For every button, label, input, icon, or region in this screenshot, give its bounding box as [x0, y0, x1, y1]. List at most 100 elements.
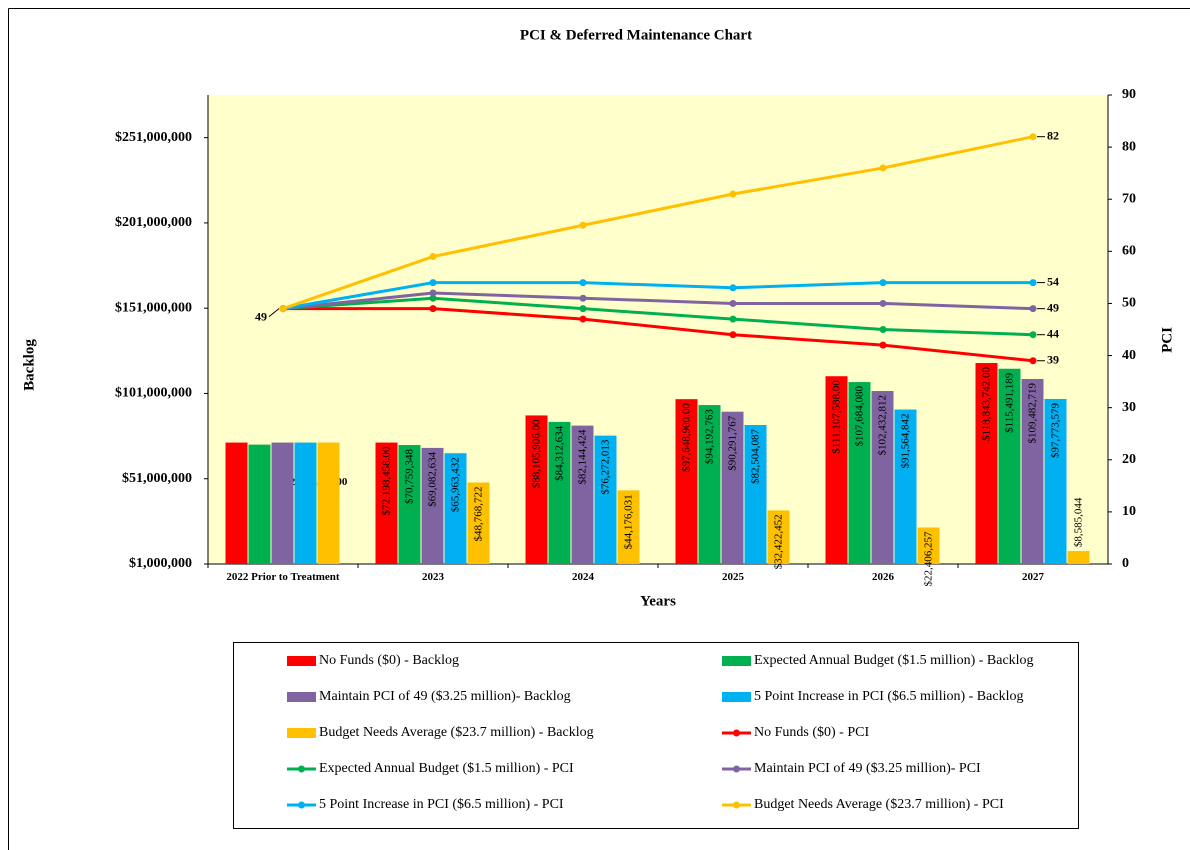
legend-label: Expected Annual Budget ($1.5 million) - …: [319, 761, 574, 776]
bar: [721, 411, 744, 564]
data-label: $48,768,722: [473, 487, 485, 542]
data-label: $8,585,044: [1073, 497, 1085, 547]
marker: [729, 299, 737, 307]
data-label: $84,312,634: [554, 425, 566, 481]
x-tick-label-box: 2022 Prior to Treatment: [226, 571, 340, 583]
legend-label: No Funds ($0) - PCI: [754, 725, 869, 740]
x-tick-label-box: 2026: [872, 571, 894, 583]
data-label: $22,406,257: [923, 531, 935, 587]
bar: [617, 490, 640, 564]
legend-swatch: [287, 728, 316, 738]
line: [282, 291, 1034, 311]
y2-tick-label: 20: [1122, 452, 1136, 467]
y2-tick-label: 90: [1122, 87, 1136, 102]
bar: [871, 391, 894, 564]
bar: [398, 445, 421, 564]
y-tick-label: $151,000,000: [115, 300, 192, 315]
data-label: $118,843,742.00: [981, 367, 993, 441]
data-label: $76,272,013: [600, 439, 612, 495]
legend-label: Maintain PCI of 49 ($3.25 million)- PCI: [754, 761, 981, 776]
data-label: 44: [1047, 326, 1059, 340]
marker: [579, 294, 587, 302]
marker: [879, 299, 887, 307]
line: [283, 307, 1034, 363]
legend-swatch: [733, 729, 740, 737]
bar: [917, 527, 940, 564]
line: [282, 281, 1033, 311]
y2-tick-label: 50: [1122, 296, 1136, 311]
legend-swatch: [722, 692, 751, 702]
y2-axis-title: PCI: [1159, 327, 1175, 353]
bar: [975, 363, 998, 564]
x-tick-label-box: 2025: [722, 571, 744, 583]
bar: [675, 399, 698, 564]
bar: [571, 425, 594, 564]
data-label: 54: [1047, 274, 1059, 288]
data-label: 49: [255, 309, 267, 323]
data-label: $69,082,634: [427, 451, 439, 507]
marker: [729, 315, 737, 323]
bar: [548, 421, 571, 564]
data-label: $115,491,189: [1004, 372, 1016, 433]
data-label: $97,773,579: [1050, 402, 1062, 458]
x-tick-label-box: 2027: [1022, 571, 1044, 583]
data-label: $82,504,087: [750, 428, 762, 484]
x-tick-label: 2024: [572, 571, 594, 583]
bar: [744, 424, 767, 564]
data-label: $88,105,906.00: [531, 419, 543, 488]
x-tick-label: 2026: [872, 571, 894, 583]
data-label: $82,144,424: [577, 429, 589, 485]
y2-tick-label: 80: [1122, 139, 1136, 154]
marker: [879, 279, 887, 287]
marker: [729, 331, 737, 339]
marker: [879, 164, 887, 172]
data-label: $90,291,767: [727, 415, 739, 471]
legend-swatch: [722, 656, 751, 666]
x-tick-label-box: 2023: [422, 571, 444, 583]
bar: [444, 453, 467, 564]
bar: [998, 368, 1021, 564]
x-tick-label: 2023: [422, 571, 444, 583]
bar: [248, 444, 271, 564]
bar: [525, 415, 548, 564]
marker: [579, 221, 587, 229]
marker: [1029, 133, 1037, 141]
bar: [894, 409, 917, 564]
legend-label: 5 Point Increase in PCI ($6.5 million) -…: [754, 689, 1023, 704]
bar: [825, 376, 848, 564]
marker: [429, 294, 437, 302]
legend-label: Budget Needs Average ($23.7 million) - P…: [754, 797, 1004, 812]
legend-swatch: [298, 765, 305, 773]
y-axis-title: Backlog: [21, 339, 37, 391]
marker: [729, 284, 737, 292]
legend-label: Expected Annual Budget ($1.5 million) - …: [754, 653, 1034, 668]
line: [282, 135, 1034, 311]
marker: [579, 305, 587, 313]
data-label: $32,422,452: [773, 514, 785, 569]
marker: [1029, 357, 1037, 365]
plot-area: [208, 95, 1108, 564]
bar: [421, 447, 444, 564]
data-label: $111,107,588.00: [831, 380, 843, 454]
y-tick-label: $201,000,000: [115, 215, 192, 230]
marker: [579, 315, 587, 323]
marker: [429, 279, 437, 287]
data-label: 49: [1047, 300, 1059, 314]
marker: [1029, 279, 1037, 287]
marker: [579, 279, 587, 287]
bar: [698, 405, 721, 564]
marker: [1029, 305, 1037, 313]
bar: [848, 382, 871, 564]
data-label: $70,759,348: [404, 449, 416, 505]
bar: [767, 510, 790, 564]
y2-tick-label: 40: [1122, 348, 1136, 363]
marker: [279, 305, 287, 313]
bar: [467, 482, 490, 564]
legend-label: Maintain PCI of 49 ($3.25 million)- Back…: [319, 689, 571, 704]
x-tick-label: 2022 Prior to Treatment: [226, 571, 340, 583]
y-tick-label: $51,000,000: [122, 471, 192, 486]
marker: [729, 190, 737, 198]
bar: [594, 435, 617, 564]
y-tick-label: $101,000,000: [115, 386, 192, 401]
data-label: $109,482,719: [1027, 382, 1039, 443]
